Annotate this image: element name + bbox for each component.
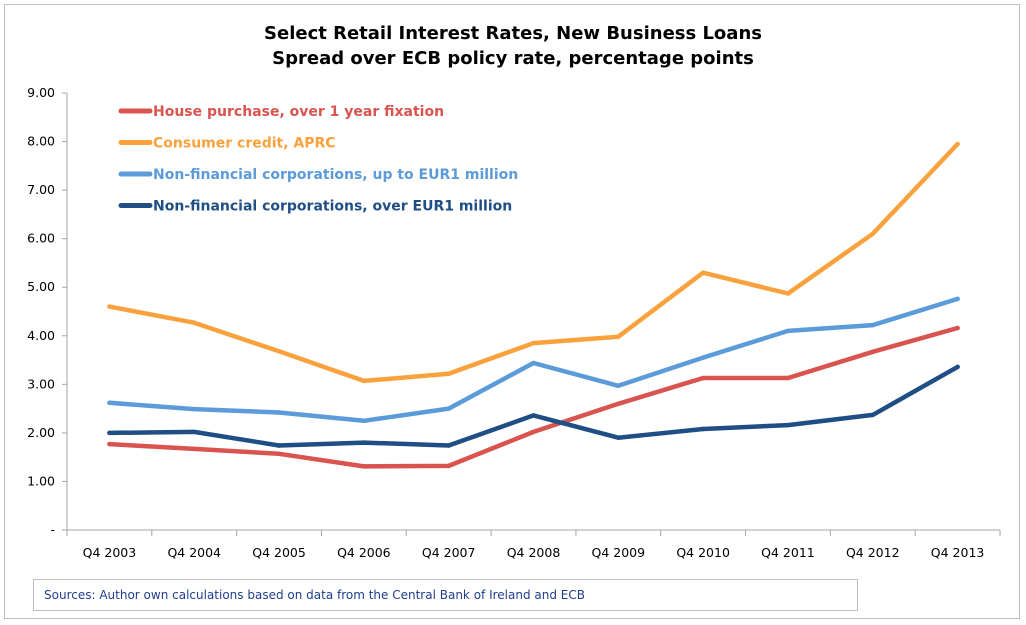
data-point — [107, 400, 112, 405]
data-point — [276, 410, 282, 415]
chart-title: Select Retail Interest Rates, New Busine… — [5, 21, 1021, 71]
data-point — [870, 349, 875, 355]
data-point — [107, 441, 112, 447]
data-point — [785, 375, 791, 381]
x-tick-label: Q4 2005 — [252, 545, 306, 560]
y-tick-label: 9.00 — [27, 85, 55, 100]
data-point — [870, 412, 875, 418]
x-tick-label: Q4 2004 — [167, 545, 221, 560]
y-tick-label: 7.00 — [27, 182, 55, 197]
legend-label-1: House purchase, over 1 year fixation — [153, 104, 444, 120]
data-point — [785, 422, 791, 428]
data-point — [446, 443, 451, 448]
data-point — [531, 340, 536, 346]
data-point — [785, 328, 791, 334]
sources-note: Sources: Author own calculations based o… — [33, 579, 858, 611]
data-point — [192, 320, 197, 325]
y-tick-label: - — [50, 522, 55, 537]
x-tick-label: Q4 2010 — [676, 545, 730, 560]
y-tick-label: 2.00 — [27, 425, 55, 440]
series-lines — [107, 141, 960, 469]
data-point — [276, 349, 282, 354]
data-point — [870, 231, 875, 237]
data-point — [107, 304, 112, 309]
x-tick-label: Q4 2012 — [846, 545, 900, 560]
y-tick-label: 8.00 — [27, 134, 55, 149]
legend-label-3: Non-financial corporations, up to EUR1 m… — [153, 167, 518, 183]
axes: - 1.00 2.00 3.00 4.00 5.00 6.00 7.00 8.00 9.00 Q4 … — [27, 85, 1001, 560]
legend: House purchase, over 1 year fixation Cons… — [118, 104, 518, 215]
data-point — [700, 426, 706, 432]
data-point — [955, 325, 960, 331]
data-point — [361, 418, 367, 423]
series-line-3 — [107, 296, 960, 424]
y-tick-label: 4.00 — [27, 328, 55, 343]
data-point — [955, 296, 960, 302]
x-tick-label: Q4 2007 — [422, 545, 476, 560]
data-point — [531, 413, 536, 418]
legend-label-2: Consumer credit, APRC — [153, 136, 336, 152]
data-point — [192, 446, 197, 452]
y-tick-label: 1.00 — [27, 473, 55, 488]
data-point — [616, 401, 621, 406]
data-point — [785, 291, 791, 296]
chart-frame: Select Retail Interest Rates, New Busine… — [4, 4, 1020, 619]
data-point — [446, 463, 451, 469]
x-tick-label: Q4 2009 — [592, 545, 646, 560]
data-point — [700, 270, 706, 275]
data-point — [361, 464, 367, 469]
y-tick-label: 6.00 — [27, 231, 55, 246]
data-point — [700, 375, 706, 381]
x-tick-label: Q4 2008 — [507, 545, 561, 560]
data-point — [616, 334, 621, 339]
legend-label-4: Non-financial corporations, over EUR1 mi… — [153, 199, 512, 215]
data-point — [531, 360, 536, 366]
data-point — [531, 429, 536, 435]
data-point — [192, 429, 197, 435]
data-point — [955, 364, 960, 370]
x-tick-label: Q4 2006 — [337, 545, 391, 560]
data-point — [446, 371, 451, 376]
data-point — [361, 440, 367, 445]
data-point — [192, 406, 197, 412]
x-tick-label: Q4 2003 — [83, 545, 137, 560]
data-point — [616, 435, 621, 440]
x-tick-label: Q4 2013 — [931, 545, 985, 560]
y-tick-label: 3.00 — [27, 376, 55, 391]
chart-title-line-2: Spread over ECB policy rate, percentage … — [272, 48, 754, 69]
chart-title-line-1: Select Retail Interest Rates, New Busine… — [264, 23, 762, 44]
y-tick-label: 5.00 — [27, 279, 55, 294]
data-point — [276, 443, 282, 448]
data-point — [361, 378, 367, 384]
data-point — [870, 322, 875, 328]
data-point — [955, 141, 960, 147]
data-point — [700, 355, 706, 360]
data-point — [446, 406, 451, 411]
data-point — [276, 451, 282, 456]
x-tick-label: Q4 2011 — [761, 545, 815, 560]
data-point — [107, 430, 112, 436]
series-line-1 — [107, 325, 960, 469]
data-point — [616, 383, 621, 388]
